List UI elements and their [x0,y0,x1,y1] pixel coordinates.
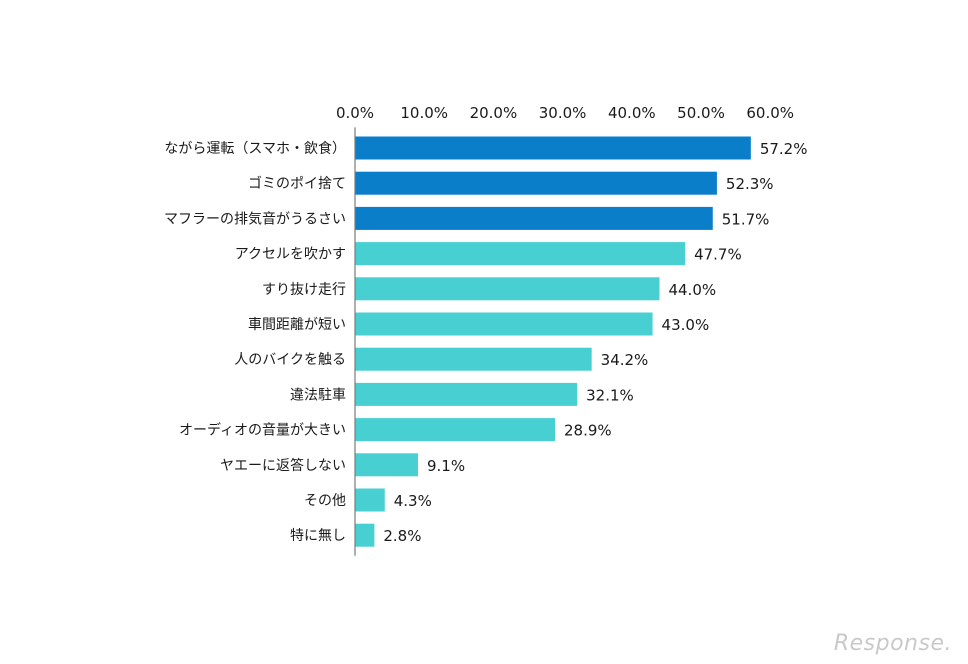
x-tick-label: 0.0% [336,104,374,122]
x-tick-label: 60.0% [746,104,794,122]
category-label: 人のバイクを触る [234,352,346,368]
data-label: 44.0% [668,281,716,299]
x-tick-label: 30.0% [539,104,587,122]
data-label: 52.3% [726,175,774,193]
bar [355,136,751,160]
response-watermark: Response. [833,631,952,656]
bars [355,136,751,547]
data-label: 28.9% [564,422,612,440]
category-label: オーディオの音量が大きい [179,422,346,439]
x-tick-label: 10.0% [400,104,448,122]
data-label: 9.1% [427,457,465,475]
x-tick-label: 20.0% [470,104,518,122]
bar [355,312,653,336]
category-label: ゴミのポイ捨て [248,175,346,192]
category-label: 違法駐車 [290,386,346,403]
bar [355,206,713,230]
x-tick-label: 50.0% [677,104,725,122]
data-label: 57.2% [760,140,808,158]
bar [355,347,592,371]
category-label: すり抜け走行 [262,282,346,298]
data-label: 47.7% [694,246,742,264]
bar [355,523,375,547]
bar [355,242,686,266]
category-label: その他 [304,493,346,509]
category-label: マフラーの排気音がうるさい [164,210,346,227]
data-label: 51.7% [722,210,770,228]
data-label: 2.8% [383,527,421,545]
data-label: 34.2% [601,351,649,369]
data-labels: 57.2% 52.3% 51.7% 47.7% 44.0% 43.0% 34.2% 32.1%… [383,140,807,545]
category-label: 特に無し [290,528,346,544]
category-labels: ながら運転（スマホ・飲食） ゴミのポイ捨てマフラーの排気音がうるさいアクセルを吹か… [164,140,346,544]
x-tick-label: 40.0% [608,104,656,122]
bar [355,453,418,477]
bar [355,171,717,195]
category-label: 車間距離が短い [248,316,346,333]
data-label: 32.1% [586,386,634,404]
category-label: ながら運転（スマホ・飲食） [164,140,346,157]
category-label: アクセルを吹かす [235,247,346,263]
bar [355,382,578,406]
bar [355,488,385,512]
bar [355,277,660,301]
bar [355,418,555,442]
data-label: 43.0% [662,316,710,334]
x-axis-ticks: 0.0% 10.0% 20.0% 30.0% 40.0% 50.0% 60.0% [336,104,794,122]
data-label: 4.3% [394,492,432,510]
category-label: ヤエーに返答しない [220,457,346,474]
